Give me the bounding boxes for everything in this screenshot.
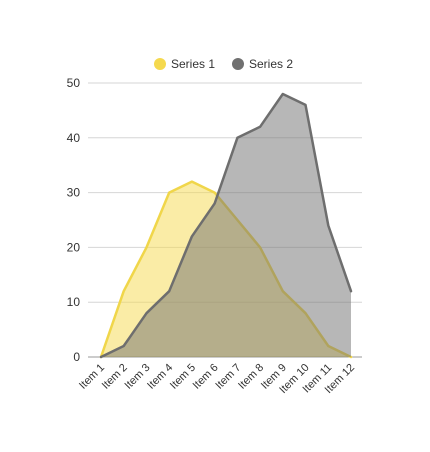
- y-tick-label: 40: [67, 131, 81, 145]
- line-series-2: [99, 92, 353, 359]
- series-areas: [99, 92, 353, 359]
- legend-label-series-2: Series 2: [249, 57, 293, 71]
- legend-marker-series-2: [232, 58, 244, 70]
- legend: Series 1 Series 2: [154, 57, 293, 71]
- y-axis-ticks: 0 10 20 30 40 50: [67, 76, 81, 364]
- y-tick-label: 30: [67, 186, 81, 200]
- area-series-2: [101, 94, 351, 357]
- legend-label-series-1: Series 1: [171, 57, 215, 71]
- y-tick-label: 0: [73, 350, 80, 364]
- y-tick-label: 10: [67, 295, 81, 309]
- legend-marker-series-1: [154, 58, 166, 70]
- y-tick-label: 50: [67, 76, 81, 90]
- y-tick-label: 20: [67, 240, 81, 254]
